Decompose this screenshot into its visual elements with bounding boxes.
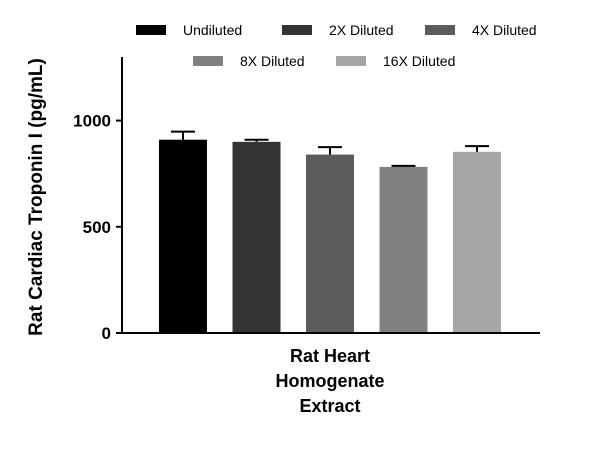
legend-label-undiluted: Undiluted [183, 22, 242, 38]
legend-label-16x-diluted: 16X Diluted [383, 53, 455, 69]
y-axis-title-group: Rat Cardiac Troponin I (pg/mL) [26, 58, 47, 336]
y-axis-title: Rat Cardiac Troponin I (pg/mL) [26, 58, 47, 336]
y-tick-label: 500 [83, 218, 111, 237]
y-ticks: 0 500 1000 [73, 112, 122, 343]
bar-16x-diluted [453, 151, 501, 333]
bar-undiluted [159, 139, 207, 333]
bars [159, 130, 501, 333]
legend-swatch-8x-diluted [193, 56, 223, 66]
legend-label-8x-diluted: 8X Diluted [240, 53, 305, 69]
legend-label-4x-diluted: 4X Diluted [472, 22, 537, 38]
bar-8x-diluted [379, 166, 428, 333]
legend-swatch-undiluted [136, 25, 166, 35]
bar-4x-diluted [306, 154, 354, 333]
bar-2x-diluted [232, 141, 281, 333]
axes [121, 57, 540, 334]
legend-swatch-4x-diluted [425, 25, 455, 35]
x-category-label: Rat Heart Homogenate Extract [275, 346, 384, 416]
y-tick-label: 1000 [73, 112, 111, 131]
legend-swatch-2x-diluted [282, 25, 312, 35]
legend-label-2x-diluted: 2X Diluted [329, 22, 394, 38]
category-label-line-2: Homogenate [275, 371, 384, 391]
category-label-line-3: Extract [299, 396, 360, 416]
y-tick-label: 0 [102, 324, 111, 343]
legend-swatch-16x-diluted [336, 56, 366, 66]
legend: Undiluted 2X Diluted 4X Diluted 8X Diluted 1… [136, 22, 537, 69]
category-label-line-1: Rat Heart [290, 346, 370, 366]
